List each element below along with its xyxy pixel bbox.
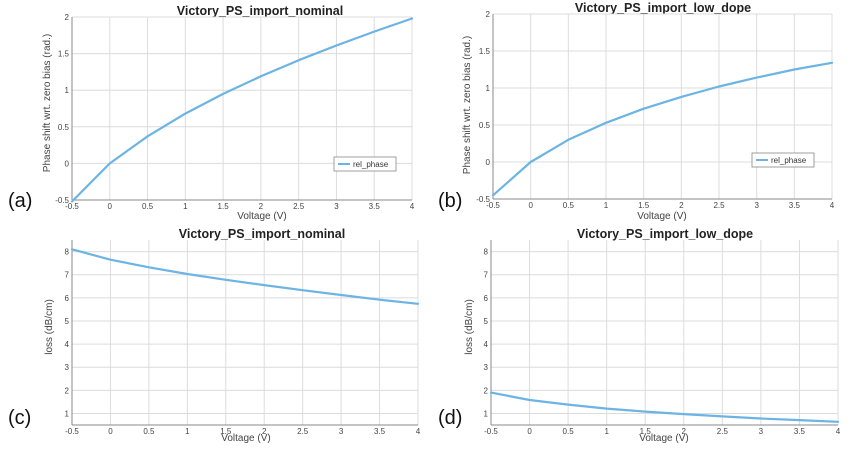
chart-title: Victory_PS_import_low_dope: [575, 1, 751, 15]
x-tick-label: 3: [339, 427, 344, 436]
x-tick-label: 4: [836, 427, 841, 436]
x-tick-label: 1: [604, 427, 609, 436]
y-axis-label: Phase shift wrt. zero bias (rad.): [462, 36, 473, 174]
x-tick-label: 1.5: [218, 202, 230, 211]
x-tick-label: 0.5: [563, 201, 575, 210]
x-tick-label: 0.5: [142, 202, 154, 211]
x-tick-label: 0: [528, 201, 533, 210]
y-tick-label: 0: [486, 158, 491, 167]
chart-panel-d: Victory_PS_import_low_dope (d) Voltage (…: [438, 227, 841, 444]
y-tick-label: 5: [484, 317, 489, 326]
y-tick-label: 8: [65, 248, 70, 257]
x-tick-label: 1: [185, 427, 190, 436]
y-tick-label: 1.5: [479, 47, 491, 56]
chart-title: Victory_PS_import_nominal: [179, 227, 346, 241]
x-tick-label: 4: [830, 201, 835, 210]
x-tick-label: 1.5: [220, 427, 232, 436]
x-axis-label: Voltage (V): [637, 211, 686, 222]
y-tick-label: -0.5: [476, 195, 490, 204]
y-tick-label: 2: [65, 13, 70, 22]
x-tick-label: 2.5: [297, 427, 309, 436]
legend: rel_phase: [751, 152, 815, 168]
x-tick-label: 3.5: [369, 202, 381, 211]
y-tick-label: 2: [486, 10, 491, 19]
x-tick-label: -0.5: [486, 201, 500, 210]
x-tick-label: 3: [334, 202, 339, 211]
x-tick-label: 0: [527, 427, 532, 436]
y-tick-label: 3: [484, 363, 489, 372]
y-tick-label: 1: [486, 84, 491, 93]
x-axis-label: Voltage (V): [237, 211, 286, 222]
y-tick-label: 6: [484, 294, 489, 303]
x-tick-label: 0: [108, 427, 113, 436]
y-tick-label: 1.5: [58, 50, 70, 59]
y-tick-label: 7: [65, 271, 70, 280]
x-tick-label: 3.5: [794, 427, 806, 436]
y-tick-label: 5: [65, 317, 70, 326]
x-tick-label: 2: [679, 201, 684, 210]
x-tick-label: 0: [108, 202, 113, 211]
y-tick-label: 7: [484, 271, 489, 280]
series-line: [70, 17, 414, 203]
y-tick-label: 3: [65, 363, 70, 372]
x-tick-label: 1: [604, 201, 609, 210]
y-tick-label: 1: [65, 86, 70, 95]
y-tick-label: 0.5: [479, 121, 491, 130]
y-tick-label: -0.5: [55, 196, 69, 205]
y-tick-label: 4: [484, 340, 489, 349]
x-tick-label: -0.5: [484, 427, 498, 436]
x-tick-label: 3: [759, 427, 764, 436]
x-tick-label: 3: [754, 201, 759, 210]
x-tick-label: -0.5: [65, 427, 79, 436]
panel-label: (b): [438, 190, 462, 212]
x-tick-label: 2: [262, 427, 267, 436]
y-tick-label: 6: [65, 294, 70, 303]
y-tick-label: 0.5: [58, 123, 70, 132]
y-tick-label: 2: [65, 386, 70, 395]
x-axis-label: Voltage (V): [639, 433, 688, 444]
x-tick-label: 0.5: [563, 427, 575, 436]
x-tick-label: 1.5: [640, 427, 652, 436]
x-tick-label: 2: [682, 427, 687, 436]
x-axis-label: Voltage (V): [221, 433, 270, 444]
chart-title: Victory_PS_import_low_dope: [577, 227, 753, 241]
x-tick-label: 4: [410, 202, 415, 211]
x-tick-label: 2.5: [293, 202, 305, 211]
legend-box: [751, 152, 815, 168]
y-axis-label: Phase shift wrt. zero bias (rad.): [42, 34, 53, 172]
x-tick-label: -0.5: [65, 202, 79, 211]
series-line: [70, 248, 420, 305]
y-tick-label: 2: [484, 386, 489, 395]
chart-title: Victory_PS_import_nominal: [177, 4, 344, 18]
chart-panel-a: Victory_PS_import_nominal (a) Voltage (V…: [8, 4, 415, 222]
legend: rel_phase: [333, 156, 397, 172]
legend-entry: rel_phase: [771, 156, 807, 165]
panel-label: (c): [8, 407, 31, 429]
x-tick-label: 4: [416, 427, 421, 436]
y-tick-label: 0: [65, 159, 70, 168]
y-axis-label: loss (dB/cm): [464, 299, 475, 355]
x-tick-label: 2: [259, 202, 264, 211]
x-tick-label: 0.5: [143, 427, 155, 436]
panel-label: (d): [438, 407, 462, 429]
legend-entry: rel_phase: [353, 160, 389, 169]
y-tick-label: 1: [484, 409, 489, 418]
legend-box: [333, 156, 397, 172]
x-tick-label: 2.5: [717, 427, 729, 436]
y-axis-label: loss (dB/cm): [44, 299, 55, 355]
x-tick-label: 2.5: [713, 201, 725, 210]
chart-panel-b: Victory_PS_import_low_dope (b) Voltage (…: [438, 1, 835, 222]
x-tick-label: 3.5: [374, 427, 386, 436]
x-tick-label: 1: [183, 202, 188, 211]
series-line: [491, 61, 834, 197]
y-tick-label: 4: [65, 340, 70, 349]
series-line: [489, 391, 840, 423]
chart-panel-c: Victory_PS_import_nominal (c) Voltage (V…: [8, 227, 421, 444]
y-tick-label: 1: [65, 409, 70, 418]
x-tick-label: 3.5: [789, 201, 801, 210]
y-tick-label: 8: [484, 248, 489, 257]
x-tick-label: 1.5: [638, 201, 650, 210]
panel-label: (a): [8, 190, 32, 212]
